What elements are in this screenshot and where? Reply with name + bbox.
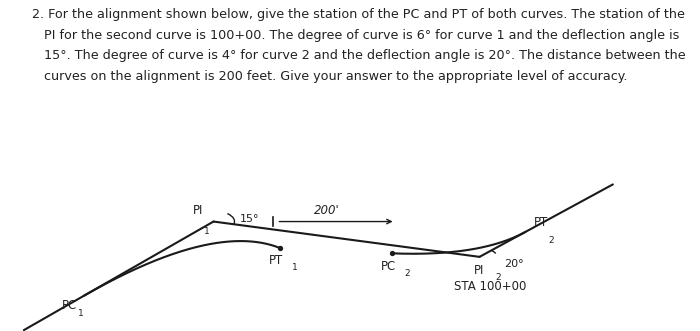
Text: PI for the second curve is 100+00. The degree of curve is 6° for curve 1 and the: PI for the second curve is 100+00. The d…	[32, 29, 679, 42]
Text: 2. For the alignment shown below, give the station of the PC and PT of both curv: 2. For the alignment shown below, give t…	[32, 8, 685, 21]
Text: PC: PC	[381, 260, 396, 273]
Text: PI: PI	[193, 204, 203, 217]
Text: 20°: 20°	[504, 259, 524, 269]
Text: 1: 1	[78, 309, 83, 318]
Text: curves on the alignment is 200 feet. Give your answer to the appropriate level o: curves on the alignment is 200 feet. Giv…	[32, 70, 627, 83]
Text: 1: 1	[292, 263, 298, 272]
Text: 2: 2	[404, 268, 410, 277]
Text: PC: PC	[62, 299, 77, 312]
Text: 15°. The degree of curve is 4° for curve 2 and the deflection angle is 20°. The : 15°. The degree of curve is 4° for curve…	[32, 49, 685, 62]
Text: PT: PT	[270, 255, 284, 267]
Text: 200': 200'	[314, 204, 340, 217]
Text: STA 100+00: STA 100+00	[454, 280, 526, 293]
Text: 2: 2	[549, 236, 554, 245]
Text: 2: 2	[495, 273, 500, 282]
Text: 1: 1	[204, 227, 209, 236]
Text: PI: PI	[475, 264, 484, 277]
Text: PT: PT	[533, 215, 547, 229]
Text: 15°: 15°	[239, 214, 259, 224]
